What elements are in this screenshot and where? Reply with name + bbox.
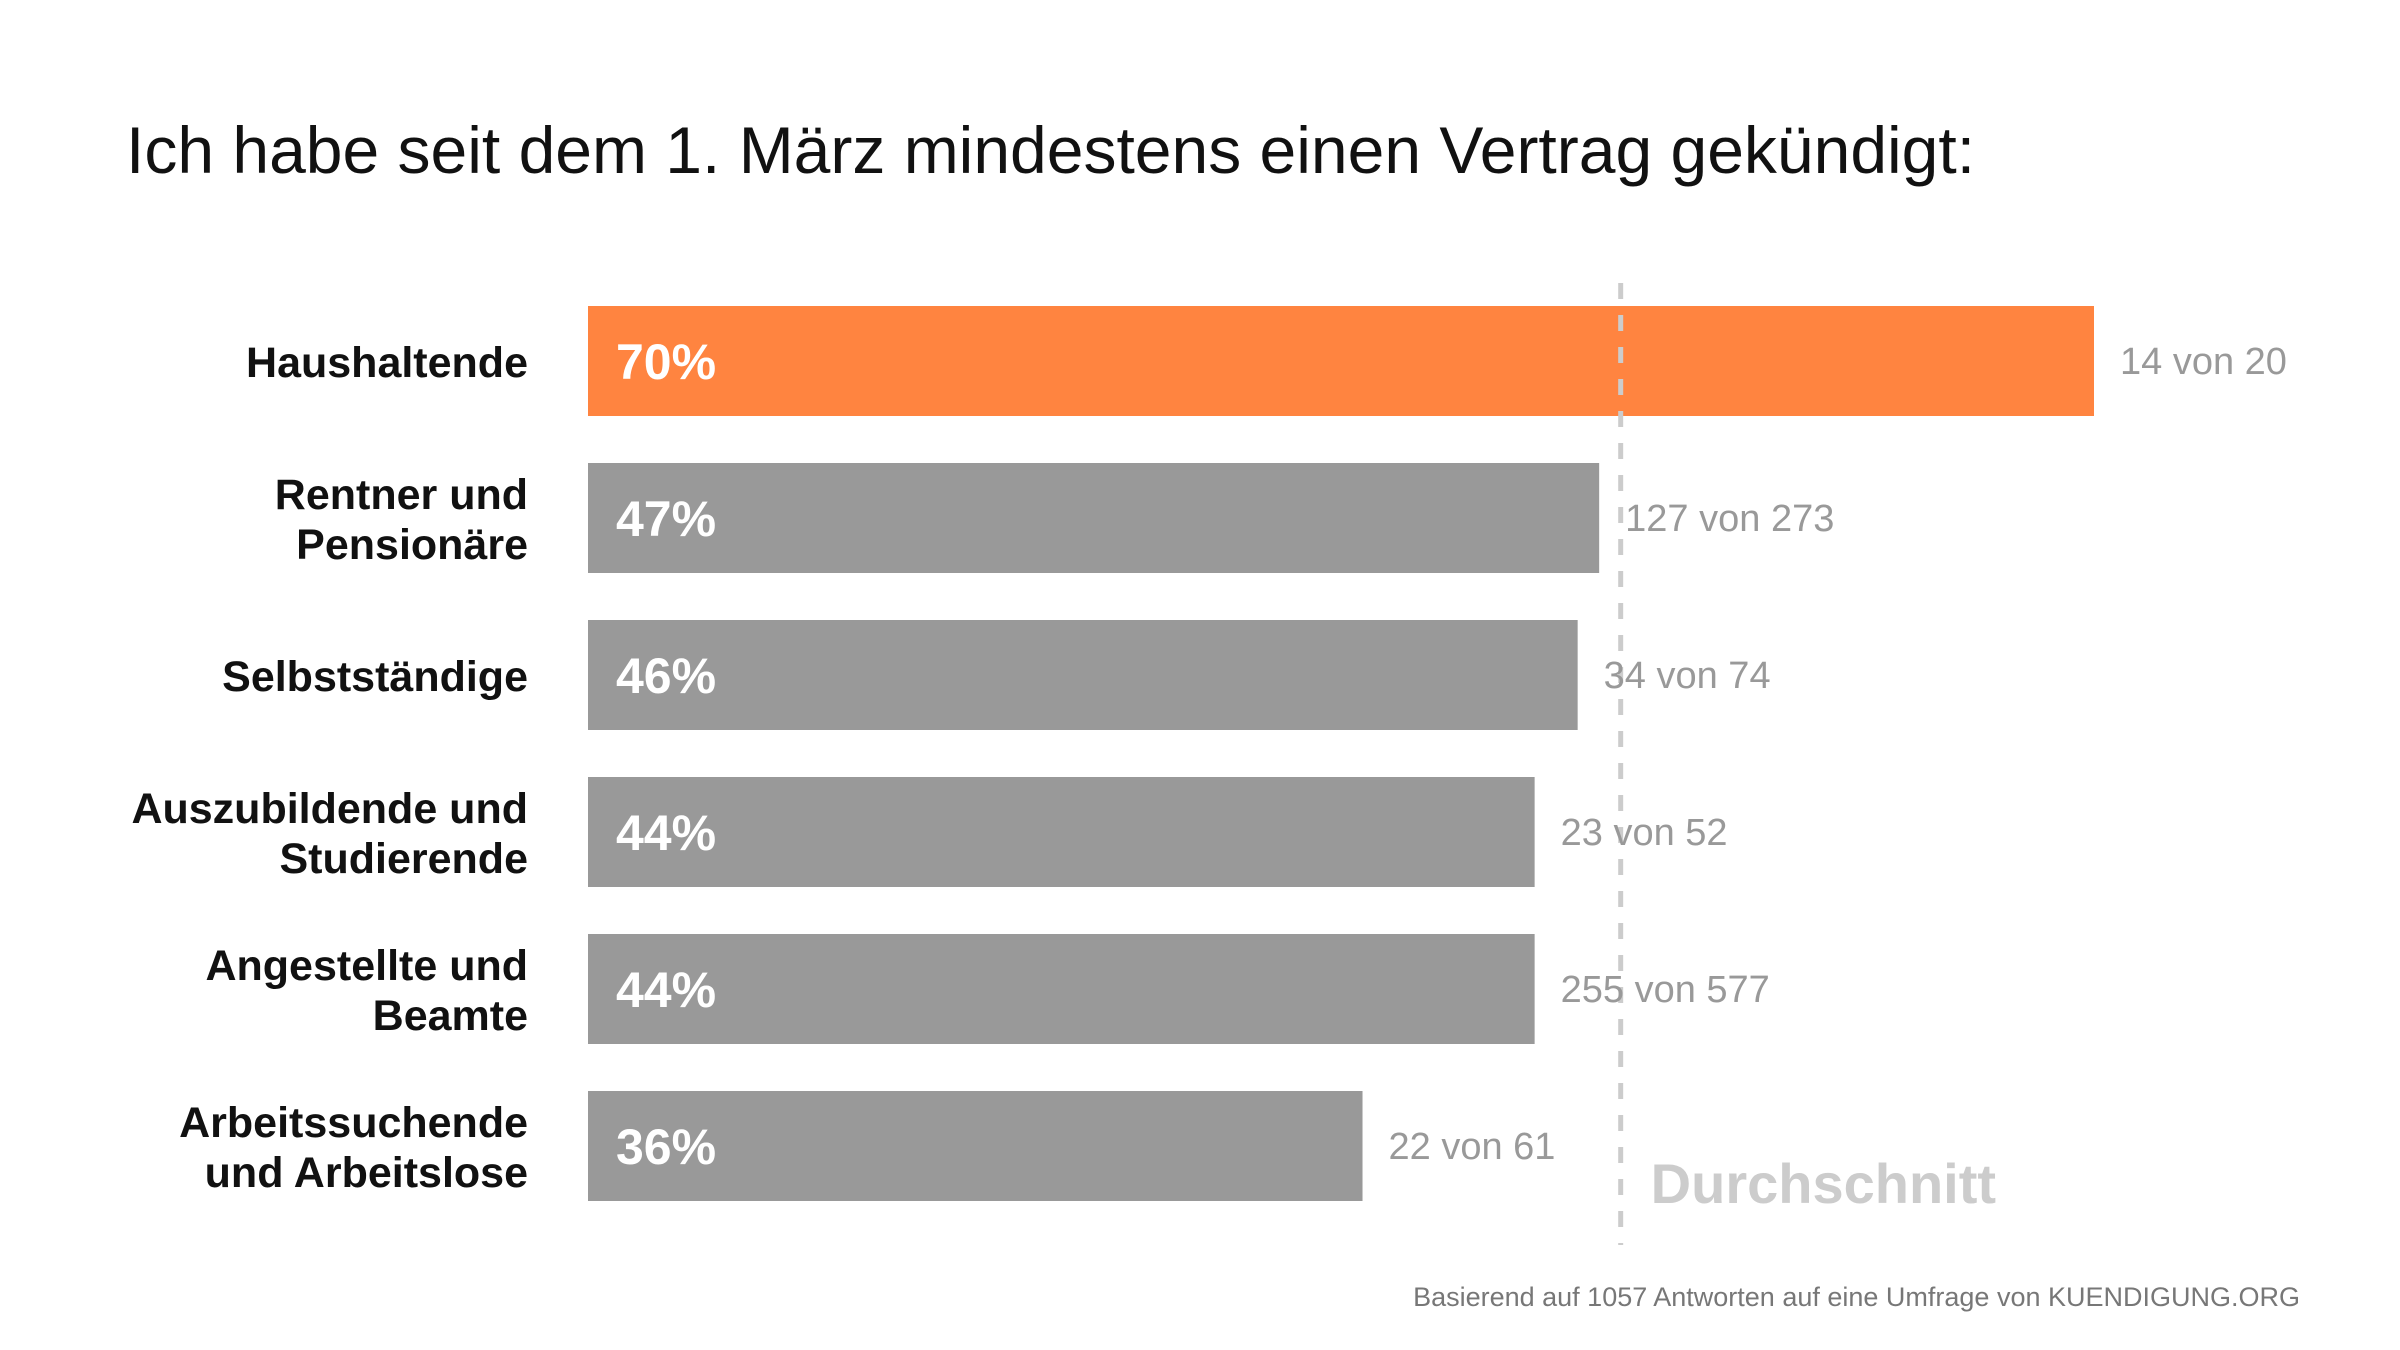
bar-value-label: 44% [616,962,716,1018]
category-label: Selbstständige [222,653,528,701]
bar-0 [588,306,2094,416]
bar-count-label: 255 von 577 [1561,969,1770,1011]
bar-count-label: 14 von 20 [2120,341,2287,383]
bars-layer [588,306,2094,1201]
bar-value-label: 44% [616,805,716,861]
category-label: Arbeitssuchende [179,1099,528,1147]
chart-title: Ich habe seit dem 1. März mindestens ein… [126,113,1976,187]
bar-value-label: 47% [616,491,716,547]
bar-value-label: 46% [616,648,716,704]
bar-value-label: 36% [616,1119,716,1175]
category-label: und Arbeitslose [205,1149,528,1197]
category-label: Auszubildende und [131,785,528,833]
labels-layer: 70% 14 von 20 Haushaltende 47% 127 von 273 Re… [131,334,2286,1197]
category-label: Pensionäre [296,521,528,569]
category-label: Rentner und [275,471,528,519]
bar-2 [588,620,1578,730]
bar-count-label: 34 von 74 [1604,655,1771,697]
bar-1 [588,463,1600,573]
bar-count-label: 22 von 61 [1389,1126,1556,1168]
category-label: Angestellte und [205,942,528,990]
category-label: Beamte [373,992,528,1040]
category-label: Studierende [280,835,529,883]
bar-value-label: 70% [616,334,716,390]
bar-4 [588,934,1535,1044]
bar-5 [588,1091,1363,1201]
bar-count-label: 23 von 52 [1561,812,1728,854]
bar-3 [588,777,1535,887]
category-label: Haushaltende [246,339,528,387]
average-label: Durchschnitt [1651,1152,1996,1215]
average-layer: Durchschnitt [1618,283,1996,1245]
bar-count-label: 127 von 273 [1625,498,1834,540]
source-footnote: Basierend auf 1057 Antworten auf eine Um… [1413,1282,2300,1312]
